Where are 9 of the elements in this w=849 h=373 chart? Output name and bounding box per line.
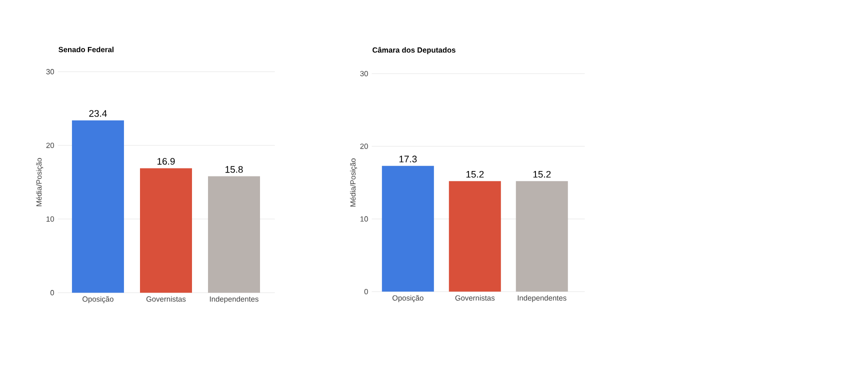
bar: [208, 176, 260, 293]
data-label: 23.4: [89, 110, 107, 117]
data-label: 17.3: [399, 156, 417, 162]
data-label: 15.2: [533, 170, 551, 178]
data-label: 15.2: [466, 170, 484, 178]
bar: [72, 120, 124, 293]
data-label: 16.9: [157, 158, 175, 165]
bar: [140, 168, 192, 293]
data-label: 15.8: [226, 166, 243, 173]
